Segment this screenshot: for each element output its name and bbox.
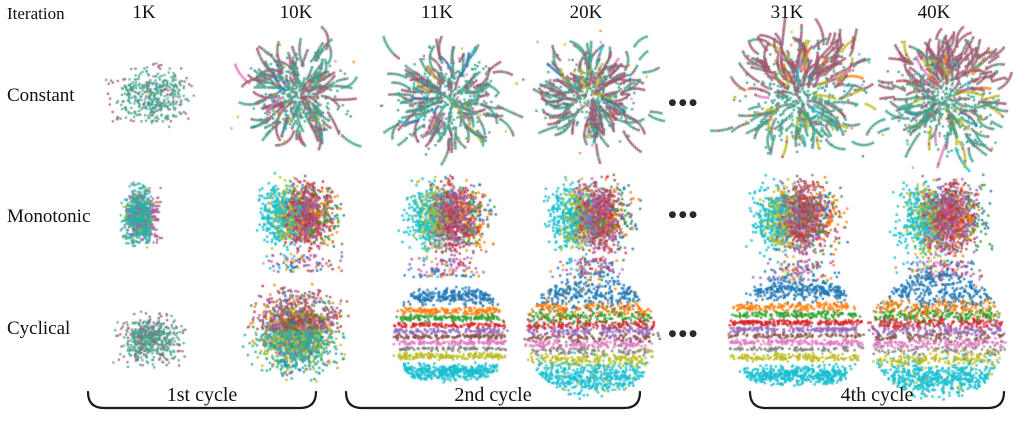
column-header-11k: 11K <box>420 2 454 23</box>
cycle-brace-2 <box>344 390 642 410</box>
cycle-brace-1 <box>86 390 318 410</box>
cycle-label-1: 1st cycle <box>166 384 238 406</box>
ellipsis-monotonic-row: ●●● <box>668 210 700 220</box>
column-header-40k: 40K <box>917 2 951 23</box>
row-label-monotonic: Monotonic <box>7 206 91 227</box>
cycle-label-4: 4th cycle <box>840 384 914 406</box>
row-label-constant: Constant <box>7 85 75 106</box>
ellipsis-cyclical-row: ●●● <box>668 329 700 339</box>
cycle-brace-4 <box>748 390 1006 410</box>
iteration-label: Iteration <box>7 4 65 23</box>
column-header-1k: 1K <box>132 2 156 23</box>
ellipsis-constant-row: ●●● <box>668 98 700 108</box>
column-header-31k: 31K <box>770 2 804 23</box>
row-label-cyclical: Cyclical <box>7 318 71 339</box>
column-header-20k: 20K <box>569 2 603 23</box>
cycle-label-2: 2nd cycle <box>454 384 532 406</box>
column-header-10k: 10K <box>279 2 313 23</box>
